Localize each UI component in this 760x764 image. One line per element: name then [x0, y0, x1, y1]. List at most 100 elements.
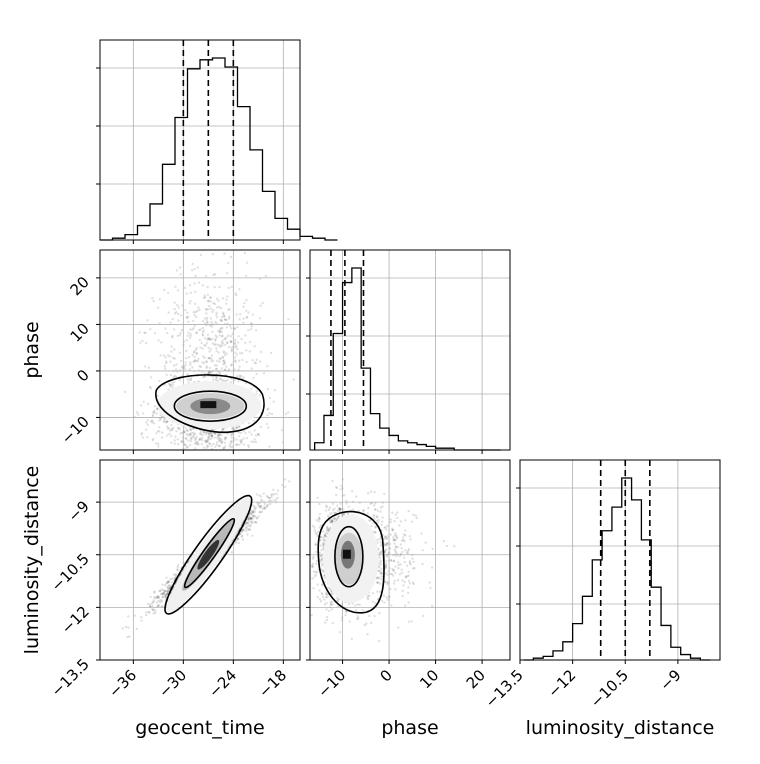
y-tick-label: −10.5: [48, 550, 93, 595]
scatter-point: [221, 326, 224, 330]
scatter-point: [176, 569, 180, 572]
scatter-point: [227, 368, 231, 371]
scatter-point: [159, 417, 163, 421]
scatter-point: [216, 343, 220, 347]
scatter-point: [222, 350, 225, 353]
scatter-point: [393, 534, 397, 537]
scatter-point: [194, 447, 197, 450]
x-tick-label: −30: [155, 666, 190, 701]
scatter-point: [259, 425, 262, 429]
scatter-point: [168, 355, 171, 358]
scatter-point: [354, 604, 357, 607]
scatter-point: [321, 543, 325, 546]
scatter-point: [420, 532, 423, 535]
scatter-point: [196, 442, 199, 446]
scatter-point: [215, 441, 219, 444]
scatter-point: [404, 534, 407, 537]
scatter-point: [171, 334, 174, 338]
scatter-point: [392, 569, 396, 572]
scatter-point: [403, 540, 406, 543]
scatter-point: [175, 311, 178, 314]
scatter-point: [384, 549, 387, 552]
scatter-point: [175, 368, 178, 371]
scatter-point: [208, 371, 211, 375]
scatter-point: [266, 413, 269, 417]
scatter-point: [421, 562, 424, 566]
scatter-point: [376, 577, 379, 580]
scatter-point: [389, 558, 393, 562]
scatter-point: [256, 517, 259, 520]
scatter-point: [385, 528, 388, 531]
scatter-point: [392, 560, 396, 563]
scatter-point: [393, 548, 396, 551]
scatter-point: [189, 291, 192, 295]
scatter-point: [185, 432, 189, 436]
scatter-point: [202, 362, 206, 365]
scatter-point: [212, 375, 215, 378]
scatter-point: [312, 587, 315, 590]
scatter-point: [404, 604, 407, 607]
scatter-point: [140, 432, 144, 435]
scatter-point: [149, 327, 152, 331]
scatter-point: [205, 441, 208, 444]
scatter-point: [248, 430, 251, 434]
scatter-point: [229, 255, 233, 259]
scatter-point: [319, 524, 322, 527]
scatter-point: [220, 441, 223, 445]
scatter-point: [249, 525, 252, 528]
scatter-point: [140, 619, 143, 622]
scatter-point: [175, 363, 178, 366]
scatter-point: [223, 362, 226, 365]
y-tick-label: 20: [67, 273, 93, 299]
scatter-point: [176, 566, 179, 569]
scatter-point: [211, 342, 215, 345]
scatter-point: [151, 604, 154, 607]
scatter-point: [219, 344, 222, 347]
scatter-point: [168, 429, 172, 432]
scatter-point: [391, 567, 394, 571]
scatter-point: [173, 307, 176, 311]
x-tick-label: −12: [544, 666, 579, 701]
scatter-point: [238, 425, 241, 428]
scatter-point: [242, 429, 245, 433]
scatter-point: [250, 511, 253, 515]
scatter-point: [378, 577, 381, 580]
scatter-point: [394, 546, 398, 549]
scatter-point: [185, 292, 188, 295]
scatter-point: [272, 400, 275, 403]
scatter-point: [369, 519, 372, 522]
scatter-point: [329, 603, 332, 606]
scatter-point: [250, 387, 253, 390]
scatter-point: [234, 360, 237, 363]
scatter-point: [369, 621, 373, 625]
scatter-point: [195, 442, 198, 445]
scatter-point: [406, 575, 409, 578]
scatter-point: [166, 331, 169, 335]
scatter-point: [395, 516, 399, 520]
scatter-point: [245, 309, 248, 312]
scatter-point: [171, 384, 175, 387]
scatter-point: [201, 333, 204, 336]
scatter-point: [382, 537, 386, 541]
scatter-point: [217, 433, 220, 437]
x-tick-label: −36: [105, 666, 140, 701]
scatter-point: [333, 507, 336, 510]
scatter-point: [163, 593, 166, 597]
scatter-point: [216, 379, 219, 382]
scatter-point: [204, 275, 208, 278]
scatter-point: [172, 376, 175, 379]
scatter-point: [318, 512, 322, 516]
scatter-point: [209, 300, 212, 303]
scatter-point: [167, 311, 170, 314]
scatter-point: [252, 440, 255, 444]
scatter-point: [247, 329, 250, 332]
scatter-point: [394, 513, 397, 516]
scatter-point: [173, 380, 176, 384]
scatter-point: [218, 357, 221, 360]
scatter-point: [220, 330, 223, 333]
scatter-point: [199, 432, 202, 435]
scatter-point: [378, 612, 381, 615]
scatter-point: [401, 571, 404, 574]
scatter-point: [213, 286, 216, 289]
scatter-point: [402, 536, 405, 539]
